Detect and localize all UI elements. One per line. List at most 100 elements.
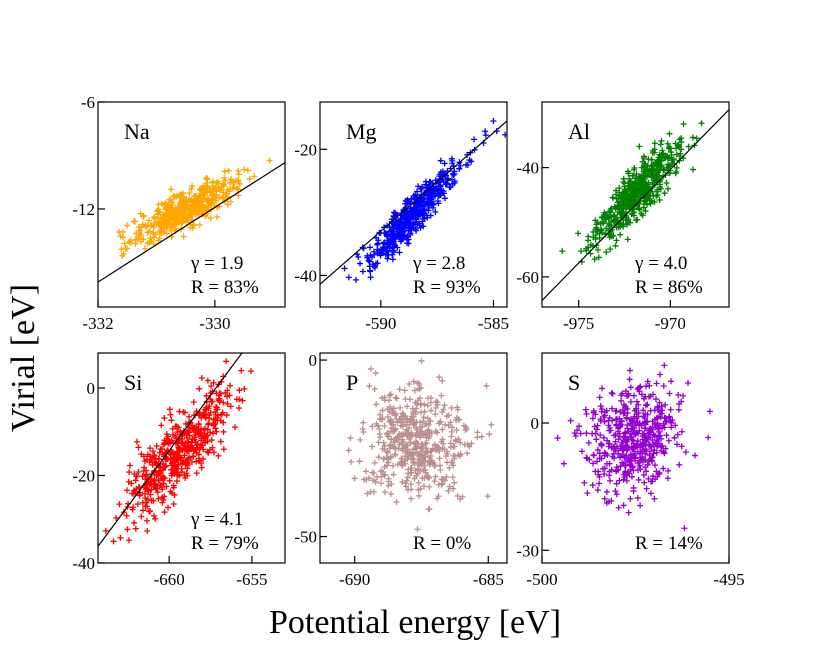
scatter-point [626,461,633,468]
scatter-point [640,471,647,478]
scatter-point [599,385,606,392]
scatter-point [651,432,658,439]
scatter-point [630,446,637,453]
scatter-point [124,526,131,533]
scatter-point [623,204,630,211]
scatter-point [153,443,160,450]
scatter-point [187,208,194,215]
scatter-point [630,191,637,198]
scatter-point [389,256,396,263]
scatter-point [246,175,253,182]
scatter-point [375,454,382,461]
scatter-point [434,495,441,502]
scatter-point [227,403,234,410]
scatter-point [663,179,670,186]
scatter-point [197,186,204,193]
scatter-point [241,166,248,173]
scatter-point [650,431,657,438]
scatter-point [217,438,224,445]
scatter-point [449,474,456,481]
scatter-point [131,519,138,526]
scatter-point [436,374,443,381]
scatter-point [450,172,457,179]
panel-label: Si [124,370,142,395]
scatter-point [419,423,426,430]
scatter-point [482,128,489,135]
scatter-point [388,418,395,425]
scatter-point [386,397,393,404]
scatter-point [408,495,415,502]
scatter-point [629,436,636,443]
scatter-point [599,406,606,413]
scatter-point [601,471,608,478]
scatter-point [615,203,622,210]
scatter-point [584,455,591,462]
scatter-point [399,455,406,462]
scatter-point [590,452,597,459]
scatter-point [625,509,632,516]
scatter-point [453,417,460,424]
scatter-point [386,245,393,252]
scatter-point [198,375,205,382]
scatter-point [622,189,629,196]
y-tick-label: -12 [72,200,95,219]
panel-label: S [568,370,580,395]
scatter-point [620,502,627,509]
scatter-point [642,436,649,443]
scatter-point [434,429,441,436]
scatter-point [583,430,590,437]
scatter-point [444,175,451,182]
scatter-point [396,433,403,440]
scatter-point [180,233,187,240]
scatter-point [593,426,600,433]
scatter-point [155,237,162,244]
scatter-point [378,394,385,401]
scatter-point [170,500,177,507]
scatter-point [601,449,608,456]
scatter-point [604,437,611,444]
scatter-point [453,427,460,434]
scatter-point [415,492,422,499]
scatter-point [143,517,150,524]
scatter-point [668,419,675,426]
scatter-point [387,417,394,424]
scatter-point [159,445,166,452]
scatter-point [224,400,231,407]
panel-al: -975 -970 -60 -40 Al γ = 4.0 R = 86% [516,101,730,333]
scatter-point [235,177,242,184]
scatter-point [366,258,373,265]
scatter-point [189,422,196,429]
scatter-point [223,358,230,365]
scatter-point [171,212,178,219]
scatter-point [424,415,431,422]
scatter-point [220,181,227,188]
scatter-point [178,439,185,446]
scatter-point [642,208,649,215]
scatter-point [433,398,440,405]
scatter-point [396,249,403,256]
scatter-point [144,496,151,503]
scatter-point [643,468,650,475]
scatter-point [618,392,625,399]
scatter-point [238,367,245,374]
scatter-point [406,435,413,442]
scatter-point [448,404,455,411]
scatter-point [613,191,620,198]
scatter-point [620,215,627,222]
scatter-point [427,399,434,406]
scatter-point [152,515,159,522]
scatter-point [656,469,663,476]
scatter-point [583,247,590,254]
scatter-point [612,488,619,495]
scatter-point [367,488,374,495]
scatter-point [413,439,420,446]
scatter-point [627,495,634,502]
scatter-point [140,236,147,243]
scatter-point [633,398,640,405]
scatter-point [606,223,613,230]
scatter-point [422,201,429,208]
scatter-point [577,430,584,437]
scatter-point [239,397,246,404]
scatter-point [356,260,363,267]
scatter-point [407,199,414,206]
